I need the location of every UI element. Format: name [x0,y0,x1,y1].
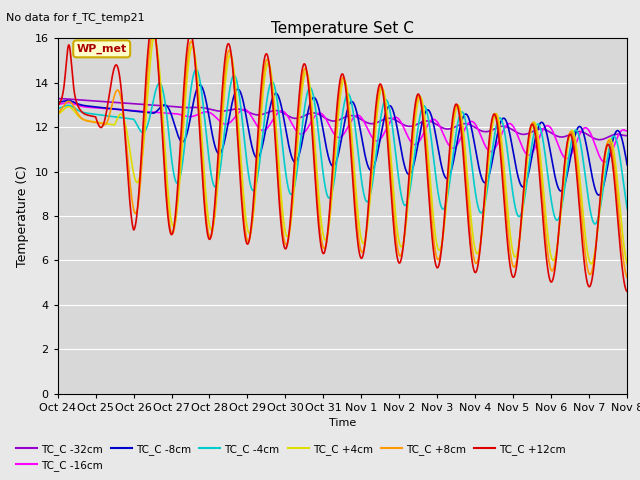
TC_C -8cm [623,162,631,168]
Text: No data for f_TC_temp21: No data for f_TC_temp21 [6,12,145,23]
TC_C +4cm [297,99,305,105]
TC_C -32cm [612,132,620,137]
TC_C -16cm [297,131,305,137]
TC_C +8cm [54,110,61,116]
TC_C -16cm [153,109,161,115]
Line: TC_C -16cm: TC_C -16cm [58,103,627,162]
TC_C -16cm [65,100,72,106]
TC_C +12cm [551,266,559,272]
TC_C -4cm [54,106,61,111]
TC_C +8cm [273,143,280,148]
Legend: TC_C -32cm, TC_C -16cm, TC_C -8cm, TC_C -4cm, TC_C +4cm, TC_C +8cm, TC_C +12cm: TC_C -32cm, TC_C -16cm, TC_C -8cm, TC_C … [12,439,570,475]
Text: WP_met: WP_met [77,44,127,54]
TC_C +8cm [149,29,157,35]
TC_C -16cm [54,101,61,107]
TC_C -32cm [54,96,61,101]
TC_C -32cm [152,102,160,108]
TC_C +12cm [623,288,631,294]
Line: TC_C -8cm: TC_C -8cm [58,85,627,195]
TC_C -16cm [119,107,127,113]
TC_C +8cm [118,105,126,111]
TC_C -32cm [623,133,631,139]
Title: Temperature Set C: Temperature Set C [271,21,414,36]
TC_C -4cm [152,85,160,91]
TC_C +8cm [153,44,161,50]
TC_C +4cm [54,111,61,117]
TC_C -16cm [273,112,280,118]
Line: TC_C +4cm: TC_C +4cm [58,38,627,264]
TC_C +12cm [612,197,620,203]
TC_C -8cm [118,107,126,113]
TC_C -8cm [612,128,620,134]
TC_C +12cm [118,101,126,107]
TC_C -32cm [596,137,604,143]
TC_C -16cm [612,137,620,143]
TC_C +12cm [54,103,61,108]
TC_C +4cm [551,255,559,261]
TC_C -32cm [118,100,126,106]
TC_C -32cm [272,108,280,113]
TC_C -4cm [612,137,620,143]
TC_C +12cm [148,21,156,26]
X-axis label: Time: Time [329,418,356,428]
TC_C +8cm [551,261,559,266]
Line: TC_C -4cm: TC_C -4cm [58,70,627,224]
Line: TC_C +8cm: TC_C +8cm [58,32,627,277]
TC_C -16cm [623,128,631,134]
TC_C -8cm [551,173,559,179]
TC_C -8cm [595,192,603,198]
TC_C +8cm [612,182,620,188]
TC_C -8cm [297,145,305,151]
TC_C -8cm [54,99,61,105]
TC_C +12cm [153,44,161,50]
TC_C -4cm [118,115,126,120]
TC_C -4cm [551,215,559,220]
TC_C +12cm [273,153,280,159]
TC_C +12cm [297,75,305,81]
TC_C +4cm [153,41,161,47]
TC_C +4cm [612,167,620,172]
TC_C -32cm [297,115,305,120]
Y-axis label: Temperature (C): Temperature (C) [16,165,29,267]
TC_C +4cm [118,113,126,119]
TC_C +8cm [623,275,631,280]
TC_C -4cm [623,206,631,212]
TC_C -4cm [192,67,200,72]
TC_C -16cm [551,133,559,139]
Line: TC_C +12cm: TC_C +12cm [58,24,627,291]
TC_C -8cm [152,108,160,114]
TC_C +4cm [150,35,158,41]
TC_C -32cm [551,132,559,138]
TC_C -8cm [273,91,280,96]
TC_C +8cm [297,86,305,92]
TC_C -4cm [297,135,305,141]
TC_C -4cm [273,91,280,97]
TC_C -4cm [591,221,599,227]
Line: TC_C -32cm: TC_C -32cm [58,98,627,140]
TC_C -8cm [196,82,204,88]
TC_C -16cm [601,159,609,165]
TC_C +4cm [623,261,631,267]
TC_C +4cm [273,124,280,130]
